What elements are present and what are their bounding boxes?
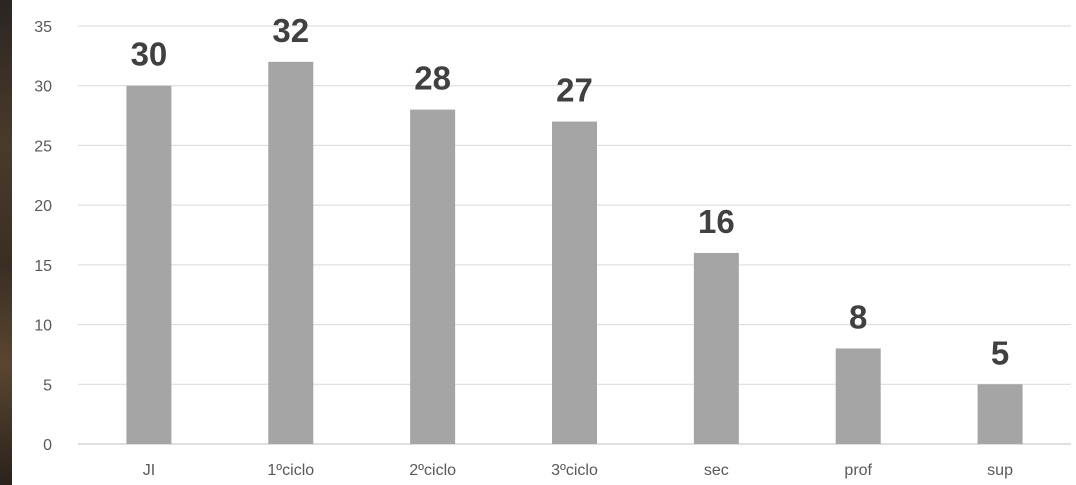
x-tick-label: 3ºciclo: [551, 462, 598, 479]
bar: [410, 109, 456, 444]
bars: [126, 61, 1023, 445]
y-tick-label: 10: [34, 318, 52, 335]
y-tick-label: 5: [43, 377, 52, 394]
y-tick-label: 0: [43, 437, 52, 454]
data-label: 27: [556, 72, 593, 109]
bar: [977, 384, 1023, 444]
data-labels: 30 32 28 27 16 8 5: [131, 12, 1010, 371]
data-label: 8: [849, 298, 867, 335]
y-tick-label: 15: [34, 258, 52, 275]
y-tick-label: 30: [34, 79, 52, 96]
bar: [126, 85, 172, 444]
x-tick-label: JI: [143, 462, 155, 479]
x-tick-label: 1ºciclo: [267, 462, 314, 479]
bar: [693, 252, 739, 444]
bar: [835, 348, 881, 444]
data-label: 30: [131, 36, 168, 73]
bar: [268, 61, 314, 444]
x-tick-label: 2ºciclo: [409, 462, 456, 479]
y-tick-label: 25: [34, 138, 52, 155]
x-axis-tick-labels: JI 1ºciclo 2ºciclo 3ºciclo sec prof sup: [143, 462, 1013, 479]
bar: [552, 121, 597, 445]
data-label: 16: [698, 203, 735, 240]
y-tick-label: 35: [34, 19, 52, 36]
data-label: 5: [991, 334, 1009, 371]
x-tick-label: sup: [987, 462, 1013, 479]
y-tick-label: 20: [34, 198, 52, 215]
background-photo-edge: [0, 0, 12, 485]
x-tick-label: sec: [704, 462, 729, 479]
data-label: 28: [414, 60, 451, 97]
x-tick-label: prof: [844, 462, 872, 479]
data-label: 32: [272, 12, 309, 49]
y-axis-tick-labels: 0 5 10 15 20 25 30 35: [34, 19, 52, 454]
